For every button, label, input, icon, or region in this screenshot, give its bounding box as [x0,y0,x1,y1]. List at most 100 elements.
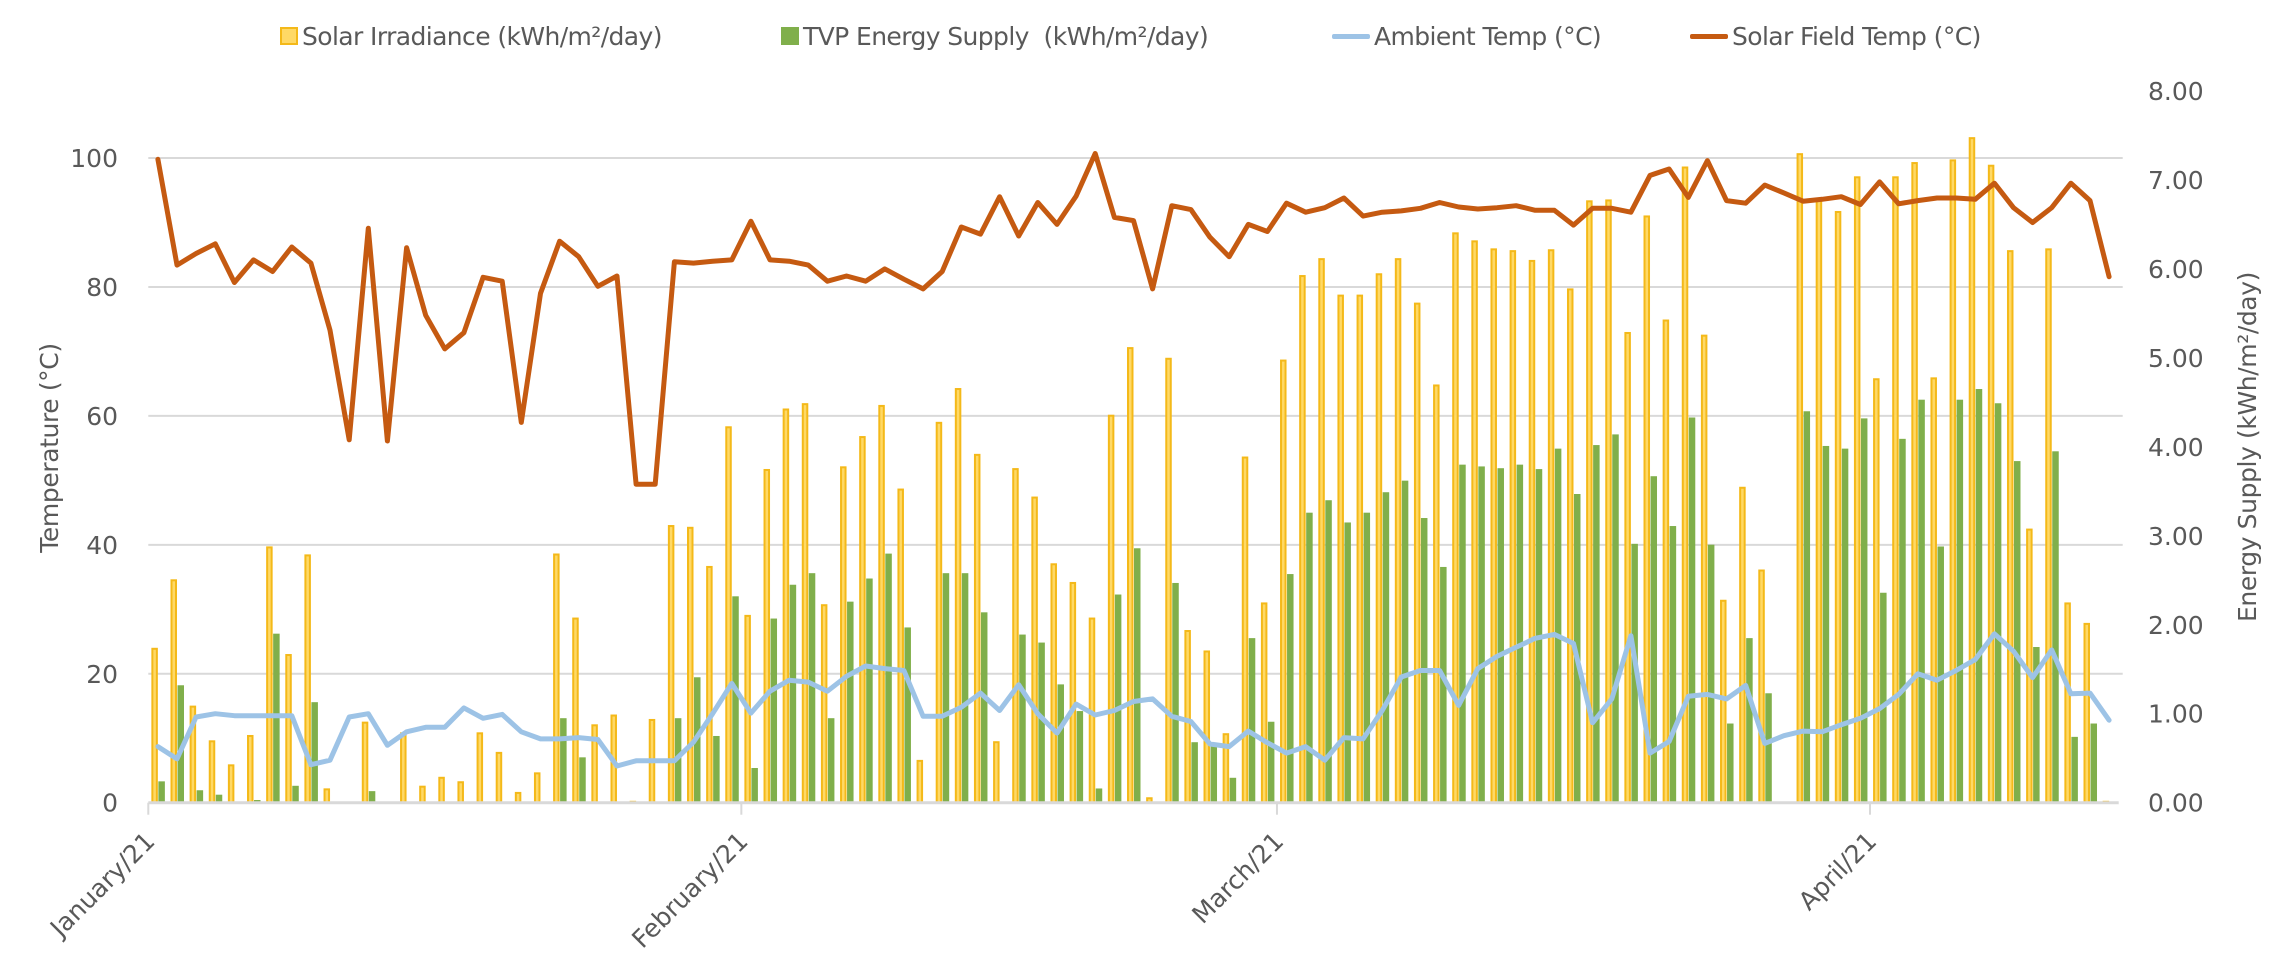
bar-solar-irradiance [1834,210,1842,804]
bar-tvp-energy-supply [1975,389,1983,803]
bar-tvp-energy-supply [1593,445,1600,803]
legend-item-solar-irradiance[interactable]: Solar Irradiance (kWh/m²/day) [280,14,662,58]
bar-tvp-energy-supply [1267,721,1275,803]
bar-solar-irradiance [1987,164,1995,804]
bar-solar-irradiance [1012,468,1019,804]
bar-tvp-energy-supply [1287,574,1294,803]
bar-tvp-energy-supply [713,735,720,803]
bar-tvp-energy-supply [158,781,165,803]
bar-tvp-energy-supply [1363,512,1371,803]
bar-tvp-energy-supply [311,702,318,803]
y-left-tick-label: 0 [102,789,118,818]
bar-solar-irradiance [1318,258,1325,804]
bar-tvp-energy-supply [1420,518,1428,803]
bar-tvp-energy-supply [292,785,299,803]
bar-tvp-energy-supply [961,573,969,803]
bar-tvp-energy-supply [808,573,816,803]
bar-solar-irradiance [361,721,369,804]
bar-tvp-energy-supply [1210,743,1218,803]
legend-item-tvp-energy[interactable]: TVP Energy Supply (kWh/m²/day) [781,14,1209,58]
bar-tvp-energy-supply [1057,684,1064,803]
bar-tvp-energy-supply [1095,788,1103,803]
bar-solar-irradiance [1720,599,1727,804]
bar-solar-irradiance [476,732,484,804]
bar-solar-irradiance [1107,414,1115,804]
bar-solar-irradiance [1375,273,1383,804]
legend-item-ambient-temp[interactable]: Ambient Temp (°C) [1332,14,1602,58]
bar-tvp-energy-supply [368,791,376,803]
y-right-tick-label: 2.00 [2148,611,2204,640]
bar-solar-irradiance [323,788,331,804]
bar-solar-irradiance [285,654,292,804]
bar-solar-irradiance [878,404,885,804]
bar-solar-irradiance [1165,357,1172,804]
bar-tvp-energy-supply [1191,742,1198,803]
bar-solar-irradiance [1126,347,1134,804]
bar-solar-irradiance [1758,569,1765,804]
bar-solar-irradiance [1949,159,1957,804]
bar-tvp-energy-supply [1478,466,1485,803]
y-axis-right-title: Energy Supply (kWh/m²/day) [2233,272,2262,622]
bar-solar-irradiance [2026,528,2033,804]
bar-tvp-energy-supply [2090,723,2098,803]
bar-tvp-energy-supply [866,578,873,803]
bar-solar-irradiance [1968,137,1976,804]
x-tick-label: April/21 [1793,826,1882,915]
bar-tvp-energy-supply [904,627,911,803]
bar-tvp-energy-supply [1994,403,2002,803]
bar-tvp-energy-supply [2052,451,2059,803]
bar-solar-irradiance [1280,359,1287,804]
bar-tvp-energy-supply [847,601,854,803]
y-left-tick-label: 20 [86,660,118,689]
bar-solar-irradiance [763,468,771,804]
bar-solar-irradiance [151,647,158,804]
legend-item-solar-field-temp[interactable]: Solar Field Temp (°C) [1690,14,1981,58]
bar-solar-irradiance [247,734,254,804]
bar-tvp-energy-supply [732,596,739,803]
bar-tvp-energy-supply [1172,582,1179,803]
bar-tvp-energy-supply [1669,526,1677,803]
bar-solar-irradiance [1911,162,1918,804]
bar-tvp-energy-supply [789,584,797,803]
bar-solar-irradiance [1184,630,1191,804]
bar-tvp-energy-supply [1880,592,1887,803]
bar-solar-irradiance [706,565,713,804]
bar-solar-irradiance [1031,496,1038,804]
bar-tvp-energy-supply [177,685,184,803]
bar-solar-irradiance [1356,294,1364,804]
bar-tvp-energy-supply [1306,512,1313,803]
bar-solar-irradiance [1528,259,1536,804]
bar-solar-irradiance [1509,250,1517,804]
bar-solar-irradiance [1853,176,1861,804]
bar-solar-irradiance [1739,486,1746,804]
y-axis-left-tick-labels: 0 20 40 60 80 100 [70,144,118,818]
y-right-tick-label: 4.00 [2148,433,2204,462]
bar-tvp-energy-supply [2071,736,2078,803]
bar-solar-irradiance [1815,199,1823,804]
x-tick-label: January/21 [43,826,160,943]
y-left-tick-label: 100 [70,144,118,173]
bar-tvp-energy-supply [1746,638,1753,803]
bar-tvp-energy-supply [1860,418,1868,803]
bar-tvp-energy-supply [579,757,586,803]
y-right-tick-label: 0.00 [2148,789,2204,818]
bar-tvp-energy-supply [1956,399,1964,803]
bar-tvp-energy-supply [1554,448,1562,803]
bar-solar-irradiance [1547,249,1555,804]
bar-solar-irradiance [1930,377,1937,804]
bar-solar-irradiance [400,732,407,804]
bar-tvp-energy-supply [1344,522,1351,803]
legend-label-ambient-temp: Ambient Temp (°C) [1374,21,1602,51]
bar-solar-irradiance [897,488,904,804]
bar-solar-irradiance [1624,331,1631,804]
bar-tvp-energy-supply [885,553,892,803]
bar-solar-irradiance [1892,176,1899,804]
bar-solar-irradiance [1452,232,1459,804]
bar-tvp-energy-supply [1325,500,1332,803]
bar-solar-irradiance [227,764,235,804]
bar-tvp-energy-supply [1650,476,1658,803]
bar-solar-irradiance [208,740,216,804]
y-axis-right-tick-labels: 0.00 1.00 2.00 3.00 4.00 5.00 6.00 7.00 8.00 [2148,77,2204,818]
bar-tvp-energy-supply [1688,417,1696,803]
